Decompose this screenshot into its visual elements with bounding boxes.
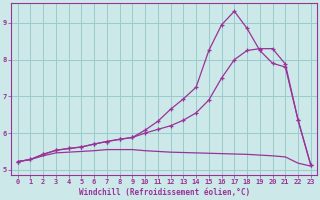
X-axis label: Windchill (Refroidissement éolien,°C): Windchill (Refroidissement éolien,°C)	[79, 188, 250, 197]
